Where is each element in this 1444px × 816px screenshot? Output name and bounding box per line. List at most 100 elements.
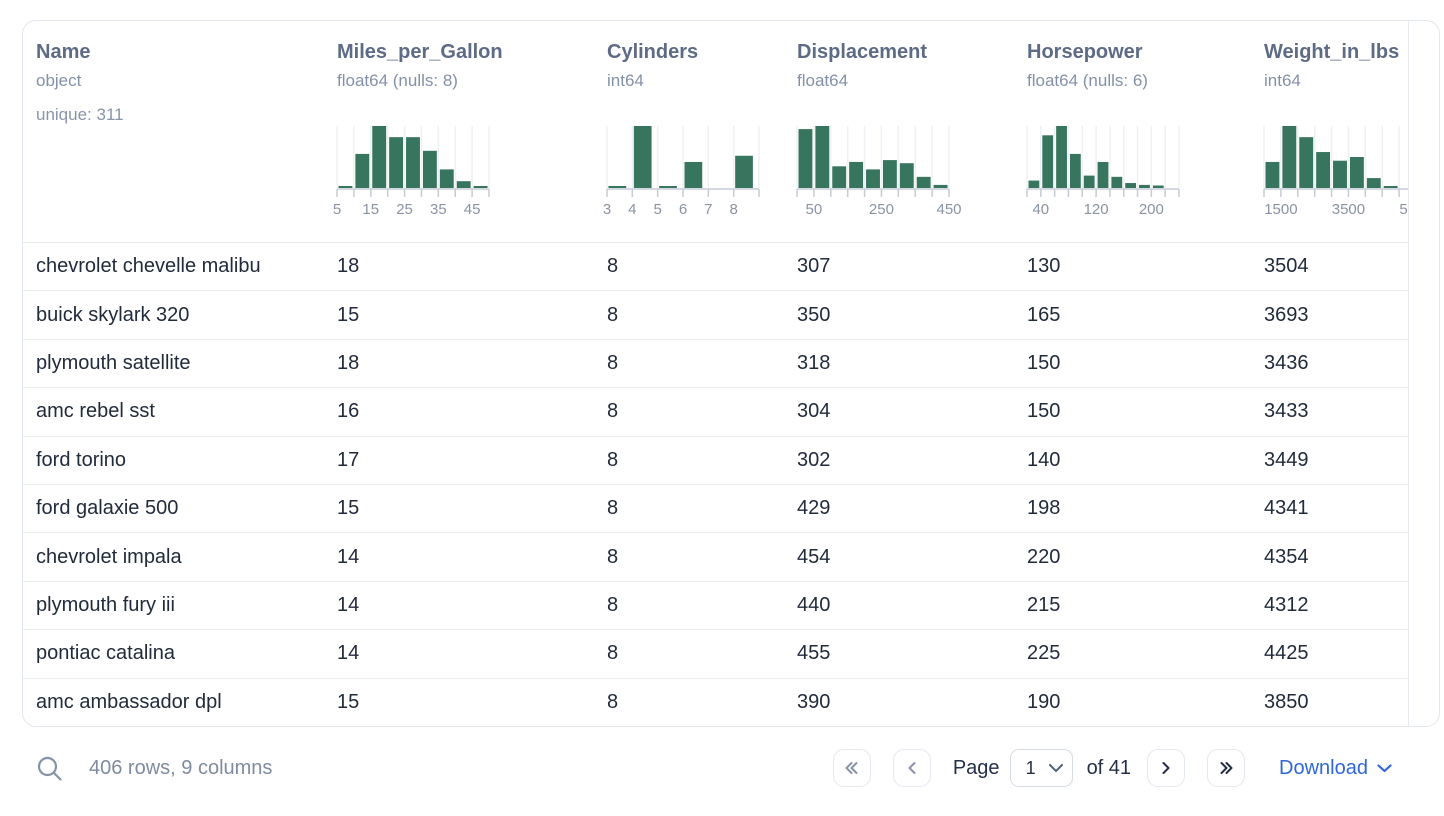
cell: 150 xyxy=(1027,352,1061,375)
cell: 150 xyxy=(1027,400,1061,423)
cell: plymouth satellite xyxy=(36,352,191,375)
cell: 3850 xyxy=(1264,690,1309,713)
svg-text:5500: 5500 xyxy=(1399,201,1409,218)
table-viewport: Name object unique: 311 Miles_per_Gallon… xyxy=(23,21,1409,726)
svg-text:3500: 3500 xyxy=(1332,201,1365,218)
cell: 15 xyxy=(337,497,360,520)
histogram-miles-per-gallon[interactable]: 5 15 25 35 45 xyxy=(333,126,607,218)
download-button[interactable]: Download xyxy=(1279,757,1392,780)
table-header: Name object unique: 311 Miles_per_Gallon… xyxy=(23,21,1409,243)
cell: 14 xyxy=(337,545,360,568)
cell: 455 xyxy=(797,642,831,665)
svg-text:35: 35 xyxy=(430,201,447,218)
table-row: ford galaxie 500 15 8 429 198 4341 xyxy=(23,485,1408,534)
svg-text:15: 15 xyxy=(362,201,379,218)
cell: 307 xyxy=(797,255,831,278)
double-chevron-left-icon xyxy=(845,762,858,774)
cell: 15 xyxy=(337,303,360,326)
page-label: Page xyxy=(952,756,1000,779)
column-dtype: object xyxy=(36,71,82,90)
cell: 8 xyxy=(607,545,619,568)
cell: amc ambassador dpl xyxy=(36,690,222,713)
search-button[interactable] xyxy=(36,755,63,782)
svg-text:5: 5 xyxy=(653,201,661,218)
column-dtype: int64 xyxy=(607,71,644,90)
cell: 4341 xyxy=(1264,497,1309,520)
download-label: Download xyxy=(1279,756,1368,779)
table-row: pontiac catalina 14 8 455 225 4425 xyxy=(23,630,1408,679)
chevron-left-icon xyxy=(908,762,916,774)
svg-text:6: 6 xyxy=(679,201,687,218)
column-title: Horsepower xyxy=(1027,41,1143,63)
row-column-summary: 406 rows, 9 columns xyxy=(89,756,273,779)
column-dtype: int64 xyxy=(1264,71,1301,90)
svg-text:3: 3 xyxy=(603,201,611,218)
svg-text:200: 200 xyxy=(1139,201,1164,218)
histogram-horsepower[interactable]: 40 120 200 xyxy=(1026,126,1264,218)
cell: 454 xyxy=(797,545,831,568)
cell: 18 xyxy=(337,352,360,375)
column-unique-count: unique: 311 xyxy=(36,105,124,124)
next-page-button[interactable] xyxy=(1147,749,1186,787)
cell: 304 xyxy=(797,400,831,423)
cell: 4312 xyxy=(1264,594,1309,617)
column-dtype: float64 xyxy=(797,71,849,90)
cell: 390 xyxy=(797,690,831,713)
cell: 220 xyxy=(1027,545,1061,568)
histogram-weight-in-lbs[interactable]: 1500 3500 5500 xyxy=(1263,126,1409,218)
cell: 4354 xyxy=(1264,545,1309,568)
pagination-controls: Page 1 of 41 Download xyxy=(832,749,1392,787)
column-header-name: Name object unique: 311 xyxy=(23,21,337,242)
cell: 190 xyxy=(1027,690,1061,713)
page-select[interactable]: 1 xyxy=(1009,749,1073,787)
cell: 17 xyxy=(337,448,360,471)
cell: 215 xyxy=(1027,594,1061,617)
svg-text:40: 40 xyxy=(1032,201,1049,218)
column-header-horsepower: Horsepower float64 (nulls: 6) 40 120 200 xyxy=(1026,21,1264,242)
svg-text:5: 5 xyxy=(333,201,341,218)
column-dtype: float64 (nulls: 8) xyxy=(337,71,458,90)
footer-bar: 406 rows, 9 columns Page 1 of 41 xyxy=(22,740,1392,796)
histogram-displacement[interactable]: 50 250 450 xyxy=(796,126,1027,218)
chevron-right-icon xyxy=(1162,762,1170,774)
chevron-down-icon xyxy=(1377,763,1392,772)
cell: 225 xyxy=(1027,642,1061,665)
cell: pontiac catalina xyxy=(36,642,175,665)
cell: buick skylark 320 xyxy=(36,303,190,326)
cell: 8 xyxy=(607,255,619,278)
column-title: Weight_in_lbs xyxy=(1264,41,1400,63)
cell: 3433 xyxy=(1264,400,1309,423)
table-row: ford torino 17 8 302 140 3449 xyxy=(23,437,1408,486)
svg-text:25: 25 xyxy=(396,201,413,218)
column-title: Miles_per_Gallon xyxy=(337,41,503,63)
cell: 3504 xyxy=(1264,255,1309,278)
double-chevron-right-icon xyxy=(1220,762,1233,774)
cell: 4425 xyxy=(1264,642,1309,665)
svg-text:450: 450 xyxy=(936,201,961,218)
cell: 3436 xyxy=(1264,352,1309,375)
table-row: chevrolet chevelle malibu 18 8 307 130 3504 xyxy=(23,243,1408,292)
cell: 8 xyxy=(607,352,619,375)
column-title: Name xyxy=(36,41,91,63)
cell: amc rebel sst xyxy=(36,400,155,423)
cell: 8 xyxy=(607,690,619,713)
cell: 14 xyxy=(337,642,360,665)
footer-left: 406 rows, 9 columns xyxy=(22,755,272,782)
page-total-label: of 41 xyxy=(1086,756,1132,779)
cell: 8 xyxy=(607,594,619,617)
table-body: chevrolet chevelle malibu 18 8 307 130 3504 bu… xyxy=(23,243,1408,726)
cell: 8 xyxy=(607,497,619,520)
cell: chevrolet impala xyxy=(36,545,182,568)
cell: 198 xyxy=(1027,497,1061,520)
cell: 140 xyxy=(1027,448,1061,471)
cell: 302 xyxy=(797,448,831,471)
svg-text:250: 250 xyxy=(869,201,894,218)
column-header-displacement: Displacement float64 50 250 450 xyxy=(796,21,1027,242)
first-page-button[interactable] xyxy=(832,749,871,787)
last-page-button[interactable] xyxy=(1207,749,1246,787)
column-title: Cylinders xyxy=(607,41,699,63)
cell: 165 xyxy=(1027,303,1061,326)
prev-page-button[interactable] xyxy=(892,749,931,787)
cell: plymouth fury iii xyxy=(36,594,175,617)
